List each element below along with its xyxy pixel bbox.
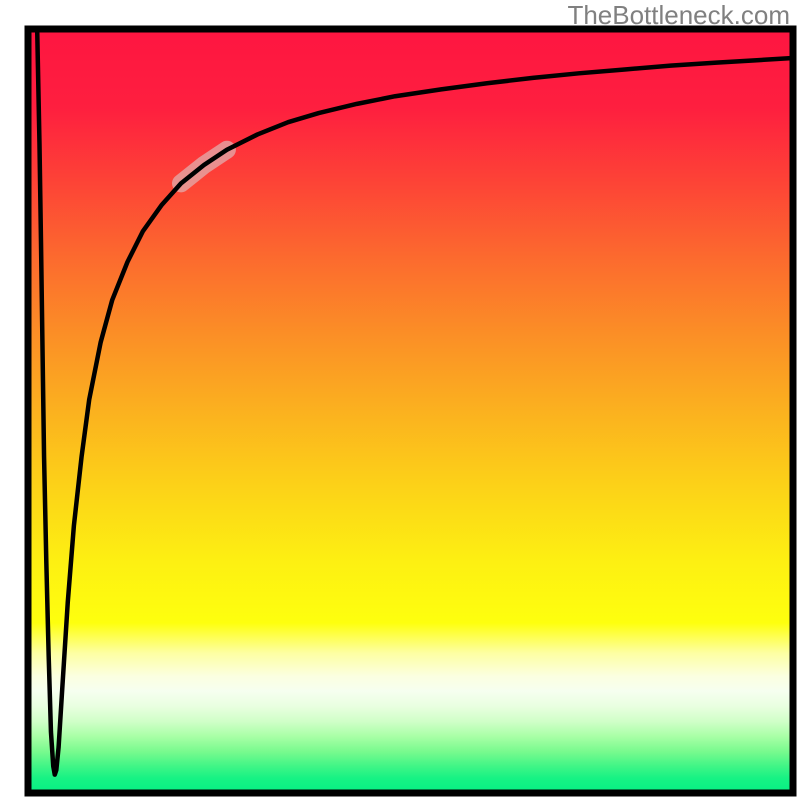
plot-background [32,33,790,790]
bottleneck-chart [0,0,800,800]
watermark-text: TheBottleneck.com [567,0,790,31]
